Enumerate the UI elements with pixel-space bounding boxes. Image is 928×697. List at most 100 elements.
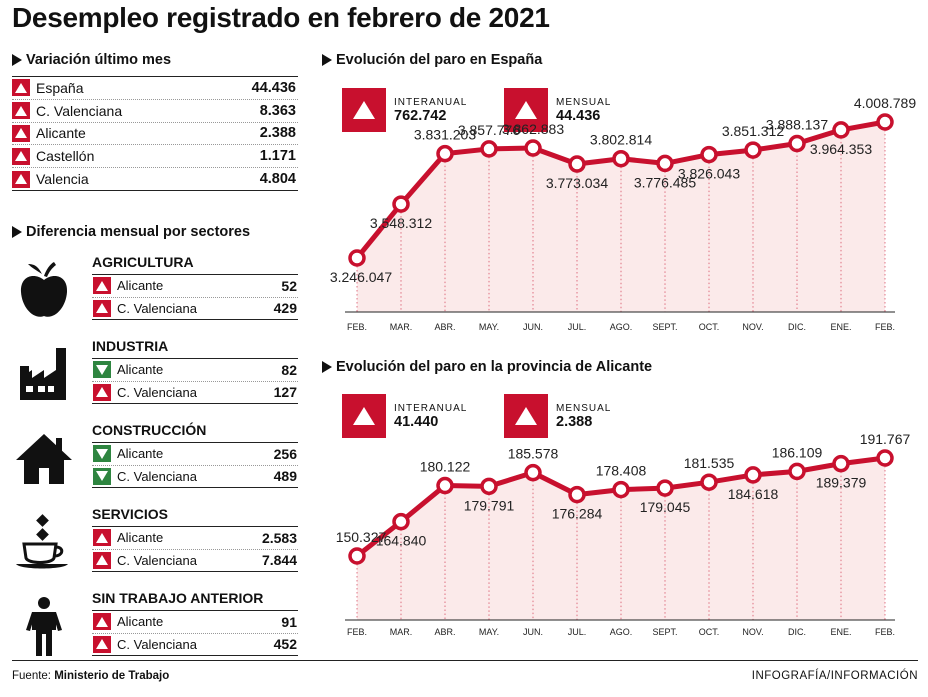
table-row: Alicante 82 — [92, 359, 298, 382]
data-label: 3.857.776 — [458, 122, 520, 138]
table-row: C. Valenciana 452 — [92, 634, 298, 656]
stat-mensual-alicante: MENSUAL 2.388 — [504, 394, 611, 438]
x-tick-label: JUL. — [568, 627, 587, 637]
data-label: 178.408 — [596, 463, 647, 479]
x-tick-label: NOV. — [742, 322, 763, 332]
data-label: 3.888.137 — [766, 117, 828, 133]
sector-agricultura: AGRICULTURA Alicante 52 C. Valenciana 42… — [12, 254, 298, 326]
data-point — [788, 462, 806, 481]
data-point — [392, 195, 410, 213]
data-label: 179.045 — [640, 499, 691, 515]
arrow-right-icon — [12, 226, 22, 238]
x-tick-label: NOV. — [742, 627, 763, 637]
data-label: 3.246.047 — [330, 269, 392, 285]
data-point — [656, 479, 674, 497]
data-label: 3.964.353 — [810, 141, 872, 157]
list-item: Castellón 1.171 — [12, 145, 298, 169]
data-label: 189.379 — [816, 475, 867, 491]
triangle-up-icon — [93, 613, 111, 631]
data-point — [480, 477, 498, 496]
x-tick-label: OCT. — [699, 322, 720, 332]
triangle-up-icon — [342, 394, 386, 438]
x-tick-label: DIC. — [788, 627, 806, 637]
table-row: Alicante 52 — [92, 275, 298, 298]
data-point — [392, 512, 410, 531]
table-row: C. Valenciana 489 — [92, 466, 298, 488]
data-point — [436, 144, 454, 163]
stat-mensual-spain: MENSUAL 44.436 — [504, 88, 611, 132]
triangle-up-icon — [12, 170, 30, 188]
data-point — [700, 473, 718, 491]
data-label: 184.618 — [728, 486, 779, 502]
x-tick-label: MAY. — [479, 627, 499, 637]
triangle-up-icon — [12, 124, 30, 142]
data-point — [348, 249, 366, 267]
x-tick-label: AGO. — [610, 322, 633, 332]
triangle-up-icon — [12, 147, 30, 165]
sectors-heading: Diferencia mensual por sectores — [12, 224, 250, 240]
page-title: Desempleo registrado en febrero de 2021 — [12, 2, 550, 33]
x-tick-label: FEB. — [875, 627, 895, 637]
x-tick-label: ABR. — [434, 627, 455, 637]
triangle-up-icon — [504, 88, 548, 132]
x-tick-label: ENE. — [830, 322, 851, 332]
x-tick-label: FEB. — [347, 627, 367, 637]
triangle-up-icon — [93, 551, 111, 569]
stat-interanual-alicante: INTERANUAL 41.440 — [342, 394, 467, 438]
triangle-up-icon — [504, 394, 548, 438]
x-tick-label: ABR. — [434, 322, 455, 332]
arrow-right-icon — [322, 361, 332, 373]
data-label: 150.327 — [336, 529, 387, 545]
data-point — [524, 139, 542, 157]
source-note: Fuente: Ministerio de Trabajo — [12, 670, 170, 682]
house-icon — [16, 434, 72, 484]
data-point — [788, 134, 806, 153]
x-tick-label: FEB. — [875, 322, 895, 332]
data-label: 4.008.789 — [854, 95, 916, 111]
x-tick-label: JUL. — [568, 322, 587, 332]
data-point — [744, 141, 762, 159]
triangle-up-icon — [93, 277, 111, 295]
data-label: 191.767 — [860, 431, 911, 447]
x-tick-label: FEB. — [347, 322, 367, 332]
chart-alicante-heading: Evolución del paro en la provincia de Al… — [322, 359, 652, 375]
x-tick-label: MAR. — [390, 627, 413, 637]
variation-heading: Variación último mes — [12, 52, 171, 68]
coffee-cup-icon — [16, 514, 68, 569]
list-item: España 44.436 — [12, 77, 298, 100]
data-point — [568, 485, 586, 504]
data-point — [876, 113, 894, 131]
x-tick-label: OCT. — [699, 627, 720, 637]
sector-construccion: CONSTRUCCIÓN Alicante 256 C. Valenciana … — [12, 422, 298, 494]
table-row: C. Valenciana 429 — [92, 298, 298, 320]
stat-interanual-spain: INTERANUAL 762.742 — [342, 88, 467, 132]
data-label: 3.851.312 — [722, 123, 784, 139]
data-point — [524, 463, 542, 482]
sector-industria: INDUSTRIA Alicante 82 C. Valenciana 127 — [12, 338, 298, 410]
data-label: 186.109 — [772, 444, 823, 460]
data-point — [612, 480, 630, 499]
data-label: 164.840 — [376, 533, 427, 549]
table-row: Alicante 256 — [92, 443, 298, 466]
data-point — [700, 145, 718, 164]
data-label: 185.578 — [508, 446, 559, 462]
sector-servicios: SERVICIOS Alicante 2.583 C. Valenciana 7… — [12, 506, 298, 578]
data-point — [744, 466, 762, 484]
data-point — [832, 121, 850, 139]
data-point — [436, 476, 454, 495]
data-point — [656, 154, 674, 173]
list-item: Alicante 2.388 — [12, 123, 298, 146]
chart-spain: 3.246.047 3.548.312 3.831.2033.857.7763.86… — [330, 95, 916, 332]
triangle-down-icon — [93, 445, 111, 463]
table-row: C. Valenciana 7.844 — [92, 550, 298, 572]
triangle-up-icon — [12, 79, 30, 97]
table-row: Alicante 2.583 — [92, 527, 298, 550]
triangle-down-icon — [93, 467, 111, 485]
factory-icon — [20, 348, 66, 400]
triangle-down-icon — [93, 361, 111, 379]
x-tick-label: AGO. — [610, 627, 633, 637]
x-tick-label: JUN. — [523, 322, 543, 332]
data-point — [876, 449, 894, 467]
arrow-right-icon — [12, 54, 22, 66]
